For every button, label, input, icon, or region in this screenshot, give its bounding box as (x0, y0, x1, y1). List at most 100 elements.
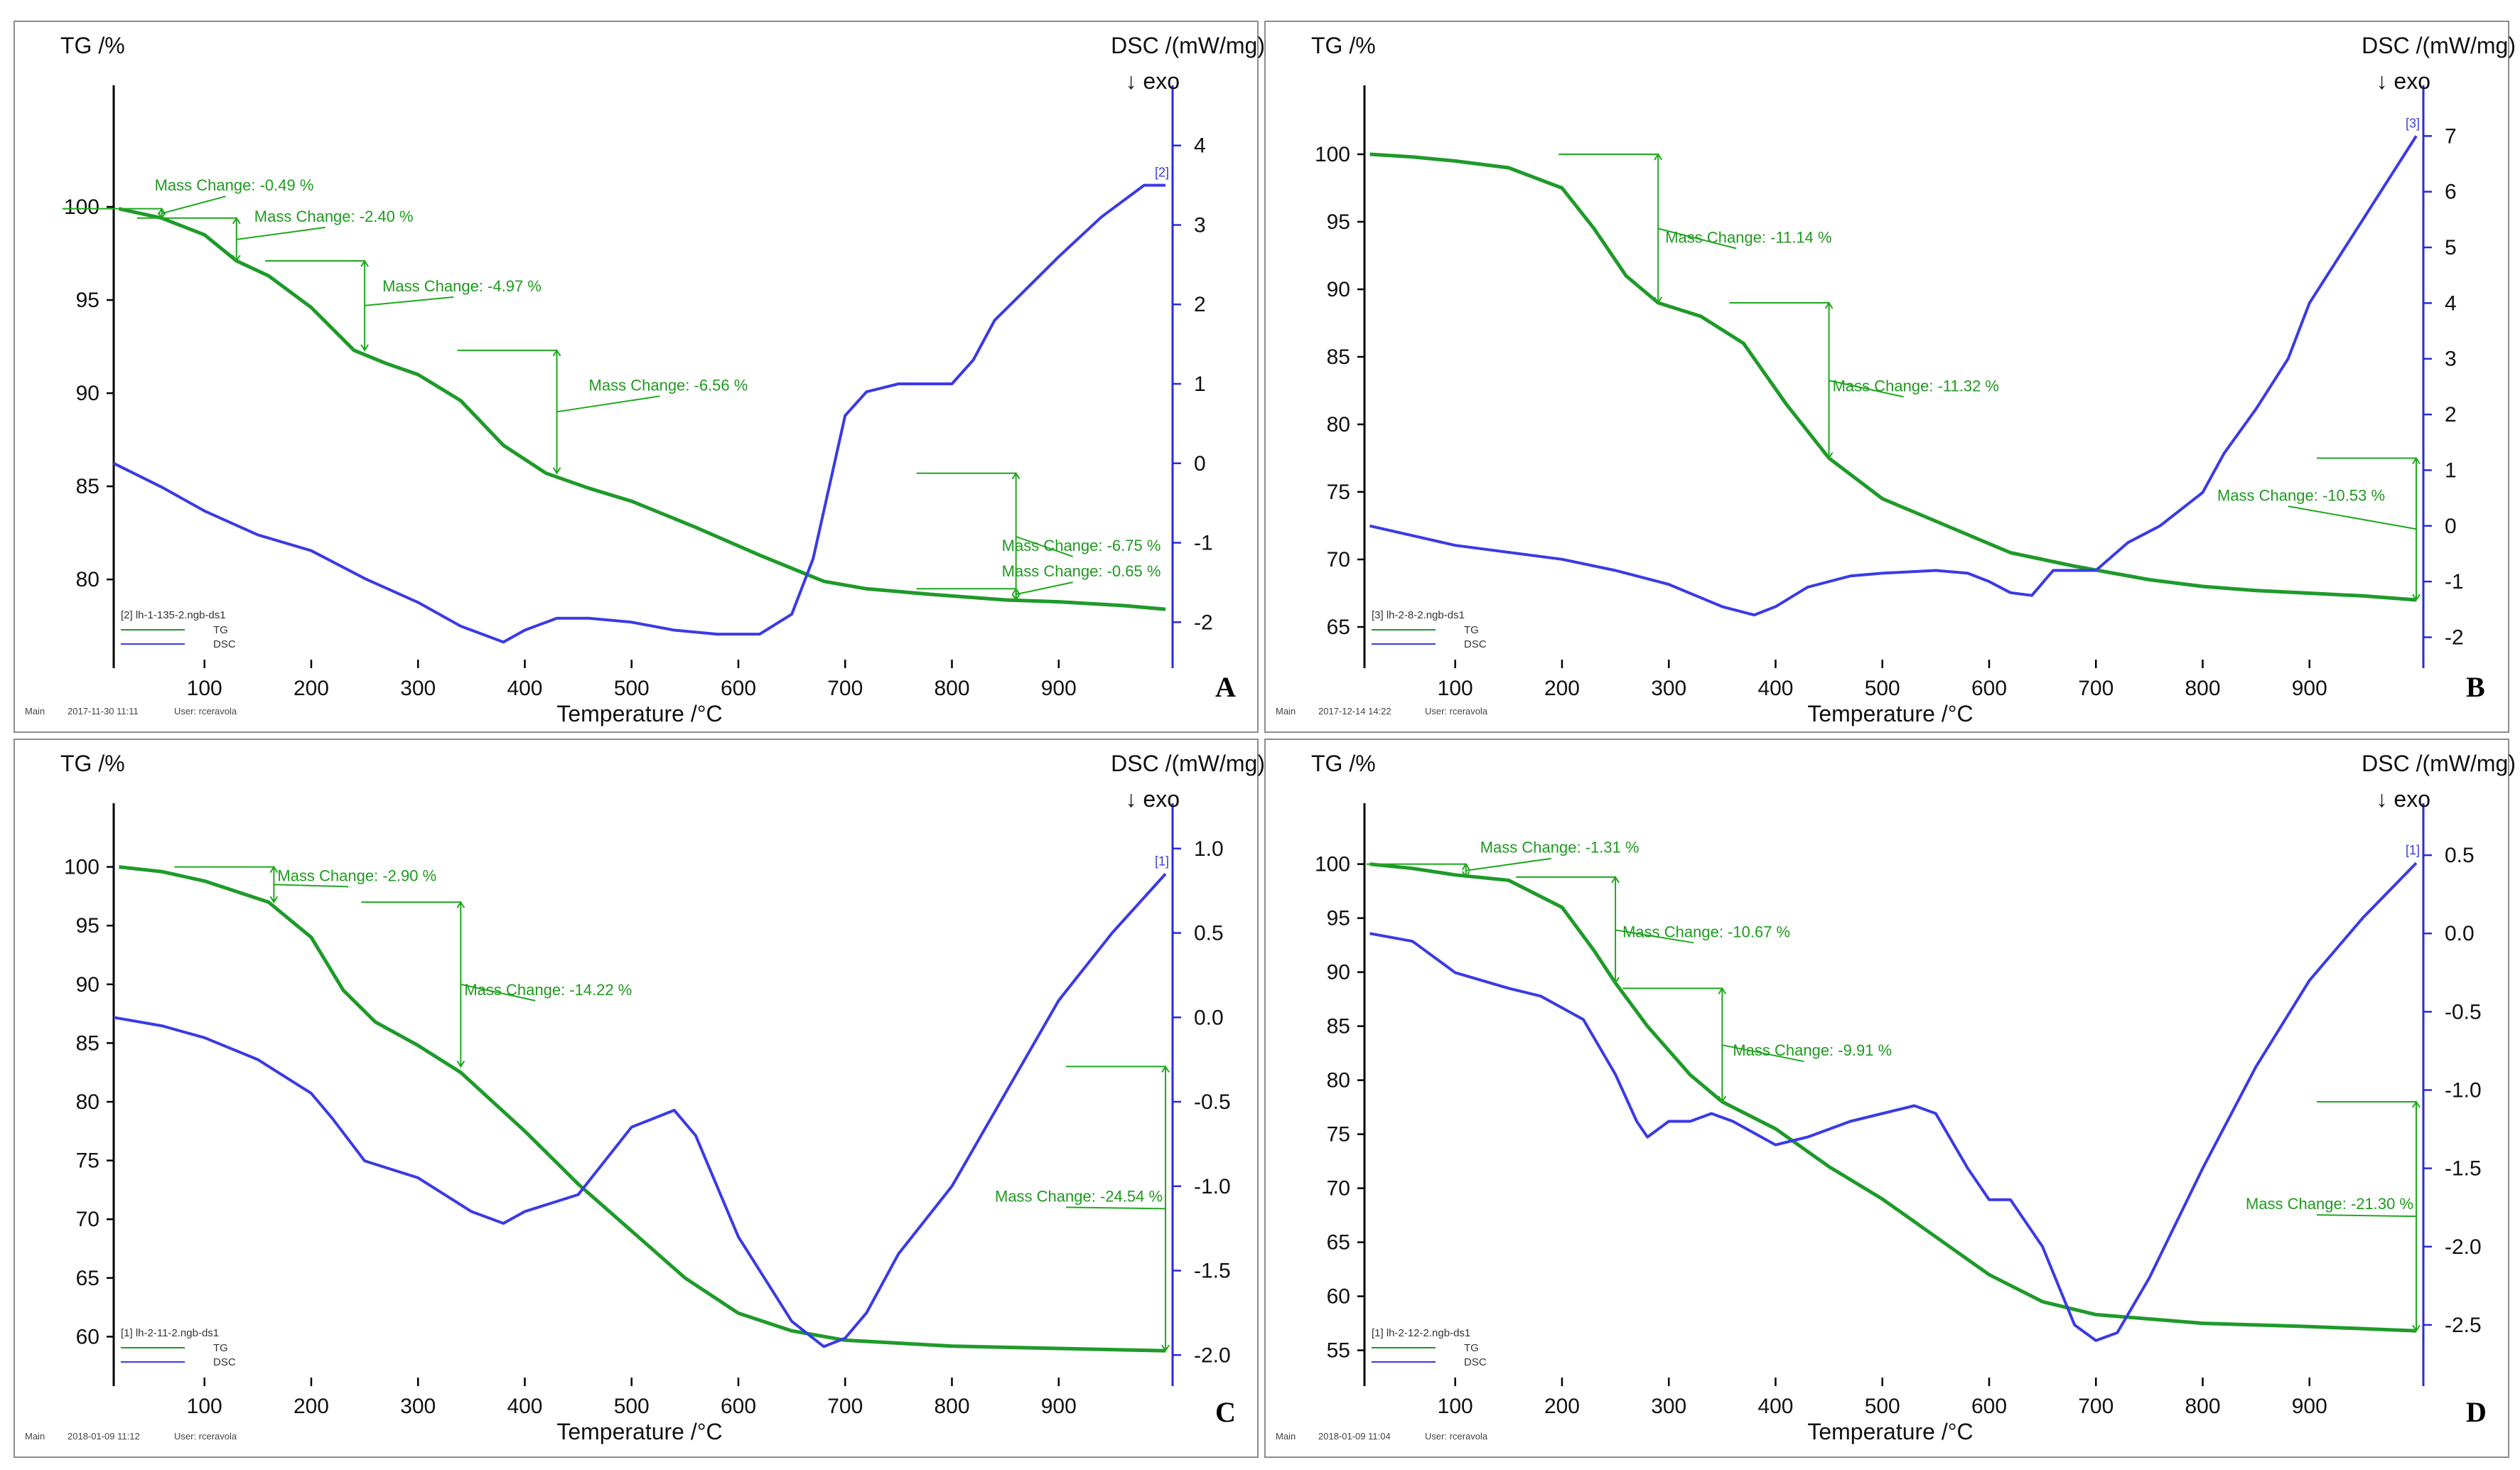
dsc-axis-title: DSC /(mW/mg) (2362, 751, 2516, 776)
panel-frame (1264, 21, 2509, 733)
x-tick-label: 700 (2078, 1395, 2114, 1418)
panel-letter: B (2466, 671, 2485, 703)
chart-panel-a: TG /% DSC /(mW/mg) ↓ exo Temperature /°C 100… (14, 21, 1265, 733)
arrow-head-up (1654, 153, 1663, 161)
arrow-head-down (456, 1060, 465, 1068)
panel-frame (14, 739, 1259, 1458)
dsc-tick-label: -1.0 (2445, 1078, 2482, 1102)
mass-change-label: Mass Change: -1.31 % (1480, 839, 1639, 857)
tg-axis-title: TG /% (60, 33, 125, 58)
dsc-axis-title: DSC /(mW/mg) (1111, 33, 1265, 58)
tg-tick-label: 80 (76, 568, 99, 591)
mass-change-label: Mass Change: -2.90 % (277, 867, 436, 884)
dsc-tick-label: 3 (2445, 348, 2457, 371)
dsc-tick-label: -1.5 (1194, 1260, 1231, 1283)
x-tick-label: 600 (721, 677, 756, 700)
mass-change-label: Mass Change: -0.65 % (1002, 562, 1161, 580)
x-tick-label: 400 (1757, 677, 1793, 700)
legend-dsc: DSC (213, 1356, 236, 1368)
dsc-tick-label: 4 (2445, 291, 2457, 315)
mass-change-label: Mass Change: -11.32 % (1833, 377, 1999, 395)
tg-tick-label: 100 (1315, 143, 1350, 166)
arrow-head-up (1824, 301, 1834, 309)
x-tick-label: 100 (187, 677, 222, 700)
tg-tick-label: 90 (1327, 961, 1350, 985)
x-tick-label: 100 (187, 1395, 222, 1418)
arrow-head-up (269, 865, 279, 874)
tg-tick-label: 70 (1327, 548, 1350, 572)
footer-date: 2018-01-09 11:04 (1318, 1431, 1391, 1442)
mass-change-label: Mass Change: -6.56 % (589, 376, 748, 394)
arrow-head-down (1611, 977, 1620, 985)
dsc-tick-label: 0.5 (2445, 844, 2475, 867)
dsc-tick-label: 1 (1194, 372, 1206, 396)
footer-user: User: rceravola (1425, 706, 1488, 717)
arrow-head-up (360, 259, 369, 267)
footer-date: 2017-12-14 14:22 (1318, 706, 1391, 717)
mass-change-label: Mass Change: -14.22 % (464, 981, 632, 999)
tg-tick-label: 100 (64, 856, 99, 879)
tg-tick-label: 65 (1327, 1231, 1350, 1255)
x-axis-title: Temperature /°C (1807, 701, 1973, 726)
tg-axis-title: TG /% (1311, 33, 1376, 58)
x-tick-label: 700 (827, 1395, 863, 1418)
footer-user: User: rceravola (174, 706, 237, 717)
dsc-axis-title: DSC /(mW/mg) (1111, 751, 1265, 776)
exo-indicator: ↓ exo (1126, 786, 1180, 812)
arrow-head-up (1011, 471, 1021, 480)
mass-change-leader (2288, 505, 2417, 530)
tg-axis-title: TG /% (1311, 751, 1376, 776)
mass-change-label: Mass Change: -2.40 % (254, 208, 414, 225)
x-tick-label: 800 (2185, 1395, 2220, 1418)
legend-tg: TG (1464, 624, 1479, 636)
mass-change-leader (1465, 857, 1551, 871)
dsc-tick-label: 0 (1194, 452, 1206, 476)
arrow-head-down (232, 254, 241, 262)
tg-tick-label: 95 (1327, 210, 1350, 234)
chart-panel-c: TG /% DSC /(mW/mg) ↓ exo Temperature /°C 100… (14, 739, 1265, 1458)
x-tick-label: 900 (2292, 677, 2327, 700)
panel-frame (1264, 739, 2509, 1458)
dsc-tick-label: -0.5 (2445, 1000, 2482, 1024)
x-tick-label: 300 (1651, 677, 1686, 700)
tg-tick-label: 90 (1327, 278, 1350, 301)
x-tick-label: 500 (1865, 677, 1900, 700)
mass-change-leader (1657, 227, 1737, 250)
x-tick-label: 700 (827, 677, 863, 700)
dsc-tick-label: 3 (1194, 213, 1206, 237)
dsc-tick-label: 5 (2445, 236, 2457, 259)
footer-main: Main (1276, 1431, 1296, 1442)
x-tick-label: 800 (934, 1395, 969, 1418)
dsc-tick-label: -1 (2445, 570, 2464, 594)
dsc-tick-label: -1.0 (1194, 1175, 1231, 1198)
x-tick-label: 600 (1971, 1395, 2007, 1418)
mass-change-label: Mass Change: -0.49 % (155, 176, 314, 194)
exo-indicator: ↓ exo (1126, 68, 1180, 94)
dsc-curve (1369, 135, 2418, 617)
dsc-tick-label: 2 (2445, 403, 2457, 426)
tg-tick-label: 85 (76, 475, 99, 498)
dsc-tick-label: -1 (1194, 532, 1213, 555)
x-tick-label: 100 (1438, 1395, 1473, 1418)
mass-change-label: Mass Change: -10.67 % (1622, 923, 1790, 940)
mass-change-label: Mass Change: -21.30 % (2246, 1195, 2413, 1213)
panel-letter: A (1215, 671, 1236, 703)
mass-change-label: Mass Change: -10.53 % (2217, 486, 2385, 504)
mass-change-leader (1722, 1044, 1804, 1063)
arrow-head-up (2412, 1100, 2421, 1108)
mass-change-leader (161, 195, 226, 215)
footer-main: Main (25, 1431, 45, 1442)
x-tick-label: 200 (294, 1395, 329, 1418)
arrow-head-up (456, 901, 465, 908)
tg-tick-label: 75 (76, 1149, 99, 1173)
tg-tick-label: 95 (1327, 907, 1350, 930)
dsc-tick-label: -1.5 (2445, 1157, 2482, 1181)
legend-tg: TG (213, 1342, 228, 1354)
tg-curve (1369, 862, 2417, 1333)
chart-panel-b: TG /% DSC /(mW/mg) ↓ exo Temperature /°C 100… (1264, 21, 2516, 733)
dsc-tick-label: -2.0 (2445, 1235, 2482, 1259)
x-tick-label: 300 (1651, 1395, 1686, 1418)
mass-change-leader (236, 226, 325, 240)
tg-tick-label: 80 (1327, 413, 1350, 436)
arrow-head-down (269, 896, 279, 904)
